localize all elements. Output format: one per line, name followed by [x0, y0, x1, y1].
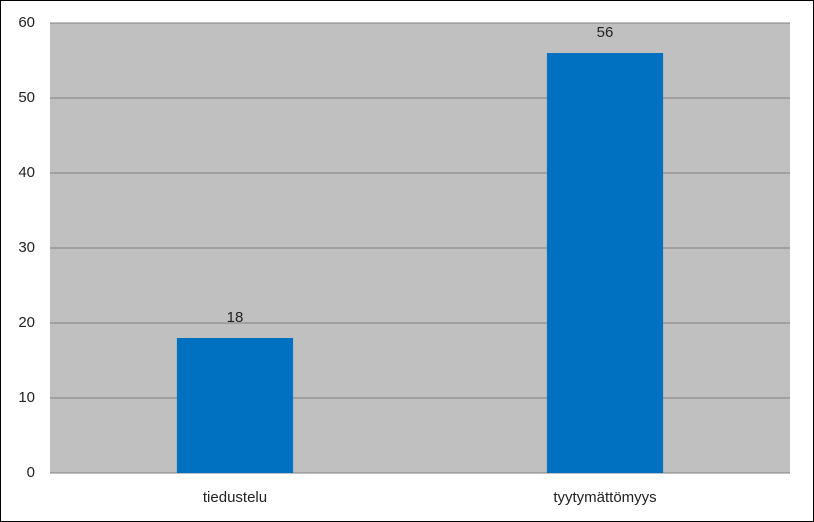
x-tick-label: tyytymättömyys: [553, 489, 656, 506]
y-tick-label: 50: [18, 89, 35, 106]
bar: [546, 53, 664, 473]
y-tick-label: 30: [18, 239, 35, 256]
y-tick-label: 0: [27, 464, 35, 481]
y-tick-label: 60: [18, 14, 35, 31]
value-label: 18: [227, 309, 244, 326]
y-tick-label: 10: [18, 389, 35, 406]
bar: [176, 338, 294, 473]
x-tick-label: tiedustelu: [203, 489, 267, 506]
value-label: 56: [597, 24, 614, 41]
y-tick-label: 20: [18, 314, 35, 331]
y-tick-label: 40: [18, 164, 35, 181]
